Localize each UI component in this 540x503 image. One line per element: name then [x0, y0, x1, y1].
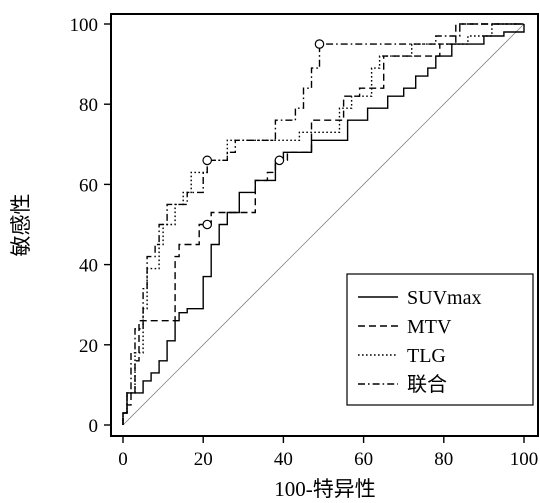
legend-items: SUVmax MTV TLG 联合	[358, 287, 481, 396]
x-tick-label: 20	[194, 449, 213, 470]
x-tick-label: 100	[510, 449, 539, 470]
y-tick-label: 60	[79, 175, 98, 196]
cutoff-marker	[202, 219, 213, 230]
series-layer	[122, 23, 525, 425]
y-tick-label: 40	[79, 256, 98, 277]
cutoff-marker	[314, 39, 325, 49]
cutoff-marker	[202, 155, 213, 166]
y-axis: 0 20 40 60 80 100	[70, 15, 111, 437]
x-tick-label: 0	[118, 449, 128, 470]
legend-label: TLG	[407, 345, 446, 367]
plot-frame	[110, 13, 539, 437]
x-tick-label: 80	[434, 449, 453, 470]
series-line-solid	[122, 24, 525, 425]
x-tick-label: 40	[274, 449, 293, 470]
reference-diagonal	[122, 23, 525, 426]
series-line-dashdot	[122, 23, 524, 425]
x-axis: 0 20 40 60 80 100	[118, 436, 538, 470]
legend-label: SUVmax	[407, 287, 481, 309]
cutoff-marker	[274, 155, 285, 166]
x-axis-label: 100-特异性	[274, 477, 376, 501]
marker-layer	[202, 39, 325, 230]
legend-label: MTV	[407, 316, 452, 338]
y-tick-label: 20	[79, 336, 98, 357]
x-tick-label: 60	[354, 449, 373, 470]
legend: SUVmax MTV TLG 联合	[346, 273, 534, 406]
series-line-dashed	[122, 23, 524, 425]
y-tick-label: 100	[70, 15, 99, 36]
legend-box	[346, 273, 534, 406]
y-tick-label: 0	[89, 416, 99, 437]
y-axis-label: 敏感性	[9, 194, 33, 257]
legend-label: 联合	[407, 373, 447, 396]
plot-area	[110, 13, 539, 437]
y-tick-label: 80	[79, 95, 98, 116]
